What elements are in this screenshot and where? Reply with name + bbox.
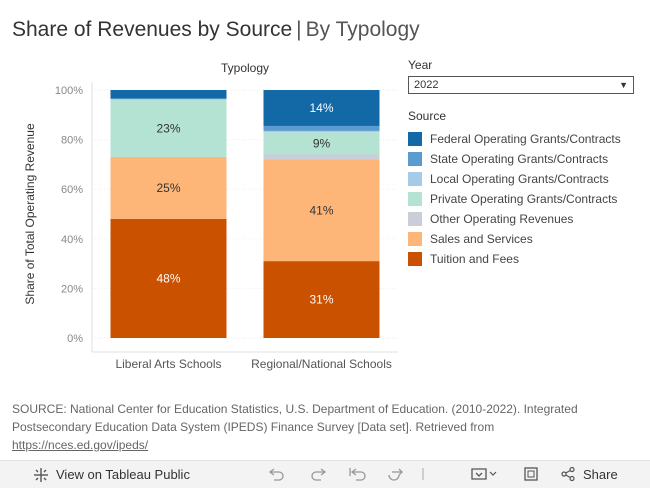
data-label: 31%	[309, 293, 333, 307]
refresh-icon[interactable]	[386, 466, 404, 482]
share-label: Share	[583, 466, 618, 482]
legend-label: Private Operating Grants/Contracts	[430, 192, 618, 206]
legend-swatch	[408, 232, 422, 246]
bar-segment	[110, 98, 227, 100]
source-note-text: SOURCE: National Center for Education St…	[12, 402, 578, 434]
view-on-tableau-button[interactable]: View on Tableau Public	[33, 467, 190, 483]
legend-list: Federal Operating Grants/Contracts State …	[408, 129, 638, 269]
bar-segment	[263, 130, 380, 133]
legend-item[interactable]: Federal Operating Grants/Contracts	[408, 129, 638, 149]
legend-item[interactable]: Sales and Services	[408, 229, 638, 249]
bar-segment	[110, 218, 227, 338]
download-icon[interactable]	[470, 466, 498, 482]
year-select[interactable]: 2022 ▼	[408, 76, 634, 94]
source-link[interactable]: https://nces.ed.gov/ipeds/	[12, 438, 149, 452]
legend-item[interactable]: Local Operating Grants/Contracts	[408, 169, 638, 189]
legend-swatch	[408, 152, 422, 166]
legend-swatch	[408, 212, 422, 226]
title-sub: By Typology	[305, 18, 420, 41]
bar-segment	[263, 90, 380, 126]
tableau-logo-icon	[33, 467, 49, 483]
chart-header: Typology	[221, 61, 269, 75]
x-tick-label: Regional/National Schools	[251, 357, 392, 371]
legend-item[interactable]: Tuition and Fees	[408, 249, 638, 269]
legend-label: Tuition and Fees	[430, 252, 519, 266]
x-tick-label: Liberal Arts Schools	[115, 357, 221, 371]
y-tick-label: 20%	[61, 283, 83, 295]
bar-segment	[263, 159, 380, 262]
legend-label: Local Operating Grants/Contracts	[430, 172, 609, 186]
share-button[interactable]: Share	[560, 466, 618, 482]
source-note: SOURCE: National Center for Education St…	[12, 400, 632, 454]
bar-segment	[263, 261, 380, 338]
title-main: Share of Revenues by Source	[12, 18, 293, 41]
y-tick-label: 80%	[61, 135, 83, 147]
title-separator: |	[296, 18, 302, 41]
legend-item[interactable]: Other Operating Revenues	[408, 209, 638, 229]
side-panel: Year 2022 ▼ Source Federal Operating Gra…	[408, 58, 638, 269]
y-axis-title: Share of Total Operating Revenue	[23, 123, 37, 305]
bar-segment	[110, 90, 227, 99]
bar-segment	[263, 154, 380, 160]
year-filter-label: Year	[408, 58, 433, 72]
bar-segment	[110, 99, 227, 157]
data-label: 9%	[313, 136, 331, 150]
legend-title: Source	[408, 109, 447, 123]
pause-icon[interactable]	[419, 467, 427, 481]
data-label: 14%	[309, 101, 333, 115]
tableau-toolbar: View on Tableau Public Share	[0, 460, 650, 488]
redo-icon[interactable]	[309, 466, 327, 482]
data-label: 23%	[156, 121, 180, 135]
legend-label: State Operating Grants/Contracts	[430, 152, 609, 166]
data-label: 41%	[309, 203, 333, 217]
fullscreen-icon[interactable]	[523, 466, 539, 482]
legend-label: Federal Operating Grants/Contracts	[430, 132, 621, 146]
data-label: 25%	[156, 181, 180, 195]
revert-icon[interactable]	[348, 466, 368, 482]
undo-icon[interactable]	[268, 466, 286, 482]
legend-swatch	[408, 252, 422, 266]
stacked-bar-chart: Typology 0% 20% 40% 60% 80% 100% Share of Total…	[23, 61, 398, 371]
chart-title: Share of Revenues by Source | By Typology	[12, 18, 420, 42]
legend-label: Sales and Services	[430, 232, 533, 246]
data-label: 48%	[156, 271, 180, 285]
y-tick-label: 0%	[67, 333, 83, 345]
legend-item[interactable]: State Operating Grants/Contracts	[408, 149, 638, 169]
bar-segment	[263, 125, 380, 131]
y-tick-label: 40%	[61, 234, 83, 246]
legend-item[interactable]: Private Operating Grants/Contracts	[408, 189, 638, 209]
bar-segment	[110, 156, 227, 219]
year-select-value: 2022	[414, 79, 439, 91]
chevron-down-icon[interactable]: ▼	[619, 80, 628, 90]
legend-swatch	[408, 192, 422, 206]
y-tick-label: 100%	[55, 85, 83, 97]
y-tick-label: 60%	[61, 184, 83, 196]
view-on-tableau-label: View on Tableau Public	[56, 467, 190, 482]
legend-swatch	[408, 132, 422, 146]
share-icon	[560, 466, 576, 482]
legend-swatch	[408, 172, 422, 186]
bar-segment	[263, 132, 380, 155]
legend-label: Other Operating Revenues	[430, 212, 574, 226]
